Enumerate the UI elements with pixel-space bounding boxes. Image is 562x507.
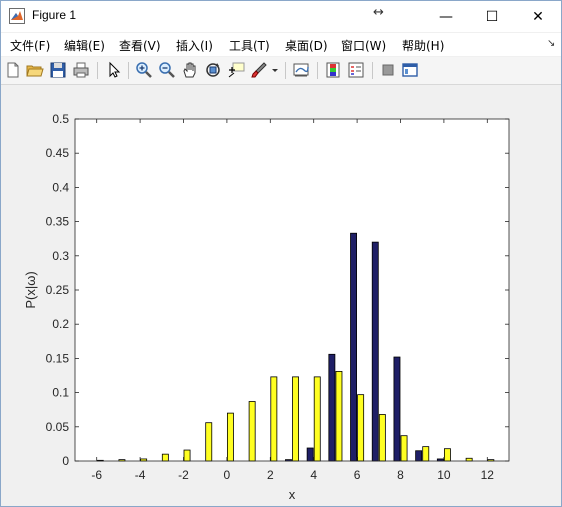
bar-series2-x-2 (183, 449, 191, 462)
hide-plot-tools-icon[interactable] (379, 61, 397, 79)
x-tick-label: 12 (481, 468, 495, 482)
x-tick-label: 6 (354, 468, 361, 482)
bar-series1-x8 (393, 356, 401, 462)
link-plot-icon[interactable] (292, 61, 310, 79)
menu-overflow-icon[interactable]: ↘ (547, 38, 556, 49)
bar-series1-x5 (328, 353, 336, 462)
bar-series2-x1 (248, 401, 256, 462)
bar-series2-x5 (335, 370, 343, 462)
resize-cursor-icon: ↔ (373, 5, 384, 20)
menu-window[interactable]: 窗口(W) (341, 39, 387, 53)
matlab-logo-icon (9, 8, 25, 24)
menu-tools[interactable]: 工具(T) (229, 39, 270, 53)
toolbar (1, 57, 561, 85)
bar-series2-x3 (292, 376, 299, 462)
minimize-button[interactable]: — (439, 8, 453, 25)
bars-group (96, 232, 495, 462)
x-tick-label: 2 (267, 468, 274, 482)
y-axis-label: P(x|ω) (23, 271, 38, 308)
menu-desktop[interactable]: 桌面(D) (285, 39, 328, 53)
open-file-icon[interactable] (26, 61, 44, 79)
bar-series1-x6 (350, 232, 357, 462)
bar-series2-x7 (378, 414, 386, 462)
close-button[interactable]: ✕ (532, 8, 544, 25)
new-figure-icon[interactable] (4, 61, 22, 79)
bar-series2-x8 (400, 435, 408, 462)
y-tick-label: 0 (62, 454, 69, 468)
pan-hand-icon[interactable] (181, 61, 199, 79)
y-tick-label: 0.45 (46, 146, 70, 160)
toolbar-separator (317, 62, 318, 79)
bar-series2-x-3 (161, 453, 169, 462)
window-title: Figure 1 (32, 8, 77, 22)
y-tick-label: 0.5 (52, 112, 69, 126)
x-tick-label: 10 (437, 468, 451, 482)
x-tick-label: 8 (397, 468, 404, 482)
zoom-in-icon[interactable] (135, 61, 153, 79)
title-bar[interactable]: Figure 1 ↔ — ☐ ✕ (1, 1, 561, 32)
y-tick-label: 0.2 (52, 317, 69, 331)
rotate-3d-icon[interactable] (204, 61, 222, 79)
bar-series2-x10 (443, 448, 451, 462)
bar-series2-x9 (422, 446, 430, 462)
bar-chart: -6 -4 -2 0 2 4 6 8 10 12 0 0.05 0.1 0.15 0.2 0.25 0.3 0.3… (23, 112, 510, 502)
x-axis-label: x (289, 487, 296, 502)
bar-series1-x9 (415, 450, 423, 462)
menu-view[interactable]: 查看(V) (119, 39, 161, 53)
x-tick-label: -2 (178, 468, 189, 482)
y-tick-label: 0.35 (46, 215, 70, 229)
show-plot-tools-icon[interactable] (401, 61, 419, 79)
maximize-button[interactable]: ☐ (485, 8, 499, 25)
toolbar-separator (128, 62, 129, 79)
bar-series2-x11 (465, 457, 473, 462)
x-tick-label: 4 (310, 468, 317, 482)
y-tick-label: 0.15 (46, 351, 70, 365)
bar-series1-x7 (371, 241, 379, 462)
figure-canvas: -6 -4 -2 0 2 4 6 8 10 12 0 0.05 0.1 0.15 0.2 0.25 0.3 0.3… (1, 85, 561, 506)
bar-series2-x6 (357, 394, 365, 462)
y-tick-label: 0.25 (46, 283, 70, 297)
menu-insert[interactable]: 插入(I) (176, 39, 213, 53)
zoom-out-icon[interactable] (158, 61, 176, 79)
x-tick-label: 0 (224, 468, 231, 482)
y-tick-label: 0.4 (52, 180, 69, 194)
print-icon[interactable] (72, 61, 90, 79)
bar-series1-x4 (306, 447, 314, 462)
toolbar-separator (97, 62, 98, 79)
bar-series2-x-1 (205, 422, 213, 462)
dropdown-arrow-icon[interactable] (270, 61, 280, 79)
menu-help[interactable]: 帮助(H) (402, 39, 445, 53)
menu-file[interactable]: 文件(F) (10, 39, 51, 53)
y-tick-label: 0.1 (52, 386, 69, 400)
toolbar-separator (285, 62, 286, 79)
select-arrow-icon[interactable] (105, 61, 123, 79)
bar-series2-x2 (270, 376, 278, 462)
x-tick-label: -6 (91, 468, 102, 482)
toolbar-separator (372, 62, 373, 79)
y-tick-label: 0.05 (46, 420, 70, 434)
brush-icon[interactable] (250, 61, 268, 79)
plot-area (75, 119, 509, 461)
bar-series2-x4 (313, 376, 321, 462)
ticks-group: -6 -4 -2 0 2 4 6 8 10 12 0 0.05 0.1 0.15 0.2 0.25 0.3 0.3… (46, 112, 509, 482)
legend-icon[interactable] (347, 61, 365, 79)
bar-series2-x0 (226, 412, 234, 462)
x-tick-label: -4 (135, 468, 146, 482)
colorbar-icon[interactable] (324, 61, 342, 79)
save-icon[interactable] (49, 61, 67, 79)
data-cursor-icon[interactable] (227, 61, 245, 79)
menu-bar: 文件(F) 编辑(E) 查看(V) 插入(I) 工具(T) 桌面(D) 窗口(W… (1, 33, 561, 56)
y-tick-label: 0.3 (52, 249, 69, 263)
menu-edit[interactable]: 编辑(E) (64, 39, 105, 53)
